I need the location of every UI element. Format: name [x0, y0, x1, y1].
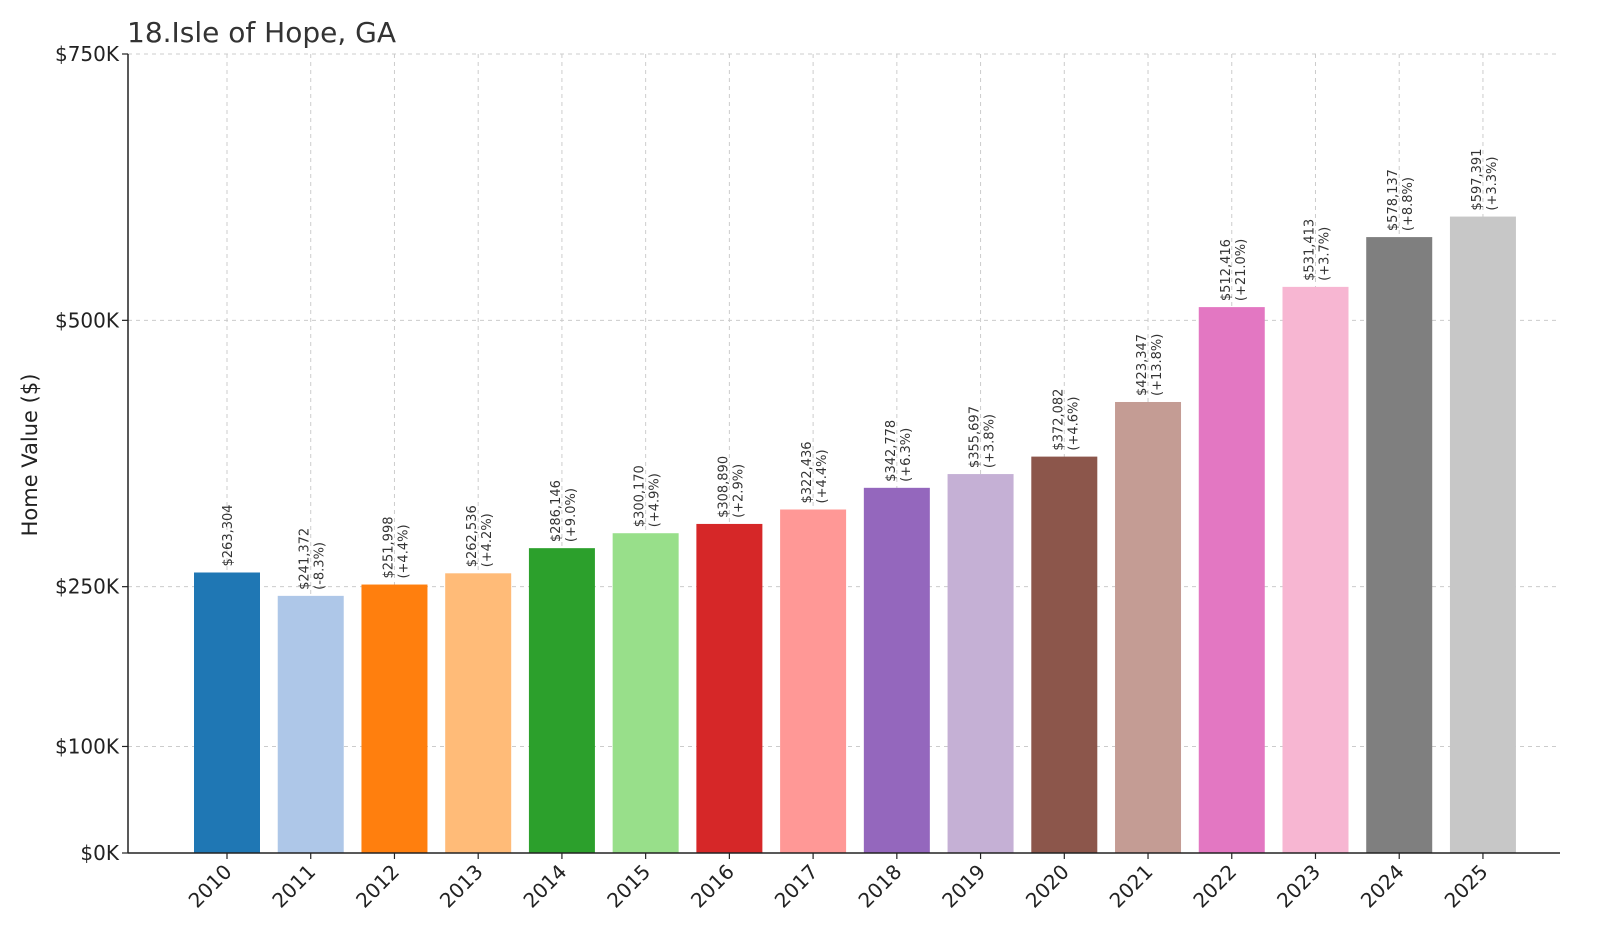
data-label-2023: $531,413 (+3.7%): [1302, 219, 1332, 281]
data-label-2018: $342,778 (+6.3%): [884, 420, 914, 482]
y-axis-label: Home Value ($): [18, 374, 42, 537]
data-label-2016: $308,890 (+2.9%): [716, 456, 746, 518]
value-label: $423,347: [1135, 334, 1150, 396]
x-tick-label: 2015: [602, 860, 655, 913]
bar-2015: [612, 533, 679, 853]
bar-2025: [1449, 216, 1516, 853]
change-label: (+2.9%): [731, 464, 746, 518]
value-label: $263,304: [221, 504, 236, 566]
change-label: (+4.2%): [480, 513, 495, 567]
value-label: $286,146: [549, 480, 564, 542]
change-label: (+9.0%): [564, 488, 579, 542]
change-label: (+4.6%): [1066, 397, 1081, 451]
y-tick-label: $750K: [55, 42, 120, 66]
change-label: (+3.8%): [983, 414, 998, 468]
bar-2018: [863, 487, 930, 853]
x-tick-label: 2014: [518, 860, 571, 913]
y-tick-label: $250K: [55, 575, 120, 599]
x-tick-label: 2016: [686, 860, 739, 913]
x-tick-label: 2012: [351, 860, 404, 913]
data-label-2013: $262,536 (+4.2%): [465, 505, 495, 567]
data-label-2021: $423,347 (+13.8%): [1135, 334, 1165, 396]
bars: [194, 216, 1516, 854]
data-label-2010: $263,304: [221, 504, 236, 566]
data-label-2024: $578,137 (+8.8%): [1386, 169, 1416, 231]
bar-2013: [445, 573, 512, 853]
bar-2024: [1366, 237, 1433, 854]
change-label: (+3.7%): [1317, 227, 1332, 281]
x-tick-label: 2018: [853, 860, 906, 913]
data-label-2020: $372,082 (+4.6%): [1051, 389, 1081, 451]
y-tick-label: $500K: [55, 308, 120, 332]
value-label: $251,998: [381, 517, 396, 579]
data-label-2019: $355,697 (+3.8%): [968, 406, 998, 468]
x-tick-label: 2021: [1105, 860, 1158, 913]
change-label: (-8.3%): [313, 542, 328, 590]
axis-ticks: $0K $100K $250K $500K $750K 2010 2011 2012 2013 2…: [55, 42, 1493, 913]
value-label: $372,082: [1051, 389, 1066, 451]
change-label: (+3.3%): [1485, 157, 1500, 211]
bar-2022: [1198, 307, 1265, 853]
x-tick-label: 2011: [267, 860, 320, 913]
x-tick-label: 2010: [184, 860, 237, 913]
change-label: (+21.0%): [1234, 239, 1249, 301]
x-tick-label: 2013: [435, 860, 488, 913]
x-tick-label: 2019: [937, 860, 990, 913]
change-label: (+4.9%): [648, 473, 663, 527]
value-label: $262,536: [465, 505, 480, 567]
data-labels: $263,304 $241,372 (-8.3%) $251,998 (+4.4%) $2…: [221, 149, 1500, 590]
bar-2023: [1282, 286, 1349, 853]
value-label: $342,778: [884, 420, 899, 482]
value-label: $355,697: [968, 406, 983, 468]
y-tick-label: $100K: [55, 734, 120, 758]
data-label-2014: $286,146 (+9.0%): [549, 480, 579, 542]
x-tick-label: 2023: [1272, 860, 1325, 913]
bar-2016: [696, 523, 763, 853]
x-tick-label: 2017: [770, 860, 823, 913]
data-label-2017: $322,436 (+4.4%): [800, 441, 830, 503]
x-tick-label: 2025: [1440, 860, 1493, 913]
bar-2010: [194, 572, 260, 853]
bar-2014: [528, 548, 595, 853]
bar-2020: [1031, 456, 1098, 853]
value-label: $578,137: [1386, 169, 1401, 231]
bar-2021: [1115, 401, 1182, 853]
x-tick-label: 2024: [1356, 860, 1409, 913]
value-label: $597,391: [1470, 149, 1485, 211]
value-label: $512,416: [1219, 239, 1234, 301]
bar-2017: [780, 509, 847, 853]
value-label: $300,170: [633, 465, 648, 527]
data-label-2011: $241,372 (-8.3%): [298, 528, 328, 590]
change-label: (+8.8%): [1401, 177, 1416, 231]
bar-2011: [277, 595, 344, 853]
x-tick-label: 2020: [1021, 860, 1074, 913]
data-label-2022: $512,416 (+21.0%): [1219, 239, 1249, 301]
bar-2019: [947, 474, 1014, 853]
change-label: (+13.8%): [1150, 334, 1165, 396]
value-label: $531,413: [1302, 219, 1317, 281]
y-tick-label: $0K: [80, 841, 119, 865]
data-label-2025: $597,391 (+3.3%): [1470, 149, 1500, 211]
change-label: (+4.4%): [396, 524, 411, 578]
value-label: $322,436: [800, 441, 815, 503]
value-label: $241,372: [298, 528, 313, 590]
data-label-2015: $300,170 (+4.9%): [633, 465, 663, 527]
bar-2012: [361, 584, 428, 853]
chart-title: 18.Isle of Hope, GA: [127, 16, 396, 49]
data-label-2012: $251,998 (+4.4%): [381, 517, 411, 579]
value-label: $308,890: [716, 456, 731, 518]
x-tick-label: 2022: [1188, 860, 1241, 913]
change-label: (+4.4%): [815, 449, 830, 503]
change-label: (+6.3%): [899, 428, 914, 482]
